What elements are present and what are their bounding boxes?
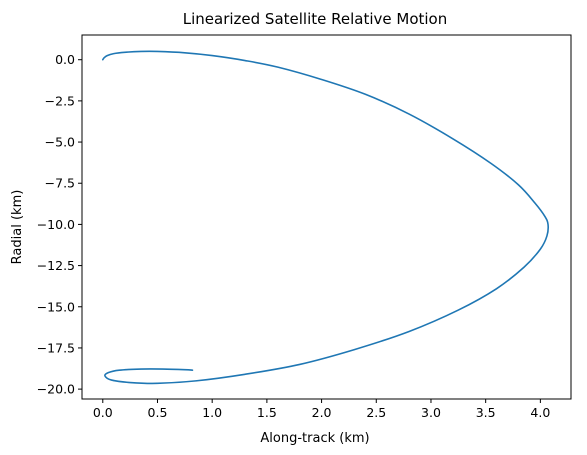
y-tick-label: −7.5 (45, 176, 75, 191)
y-tick-label: −20.0 (37, 382, 75, 397)
chart-title: Linearized Satellite Relative Motion (183, 10, 448, 28)
x-tick-label: 3.0 (421, 405, 441, 420)
x-tick-label: 0.5 (148, 405, 168, 420)
x-tick-label: 4.0 (530, 405, 550, 420)
x-tick-label: 0.0 (93, 405, 113, 420)
y-tick-label: −10.0 (37, 217, 75, 232)
axes-frame (81, 34, 572, 400)
y-axis: 0.0 −2.5 −5.0 −7.5 −10.0 −12.5 −15.0 −17.5 −20.0 (37, 52, 82, 397)
x-tick-label: 2.5 (366, 405, 386, 420)
x-axis: 0.0 0.5 1.0 1.5 2.0 2.5 3.0 3.5 4.0 (93, 399, 550, 420)
x-tick-label: 1.5 (257, 405, 277, 420)
y-tick-label: 0.0 (55, 52, 75, 67)
series-line (101, 50, 549, 385)
y-tick-label: −15.0 (37, 299, 75, 314)
x-tick-label: 2.0 (312, 405, 332, 420)
x-axis-label: Along-track (km) (260, 431, 369, 446)
y-axis-label: Radial (km) (10, 190, 25, 265)
y-tick-label: −17.5 (37, 340, 75, 355)
x-tick-label: 3.5 (476, 405, 496, 420)
y-tick-label: −5.0 (45, 135, 75, 150)
x-tick-label: 1.0 (202, 405, 222, 420)
y-tick-label: −2.5 (45, 93, 75, 108)
y-tick-label: −12.5 (37, 258, 75, 273)
